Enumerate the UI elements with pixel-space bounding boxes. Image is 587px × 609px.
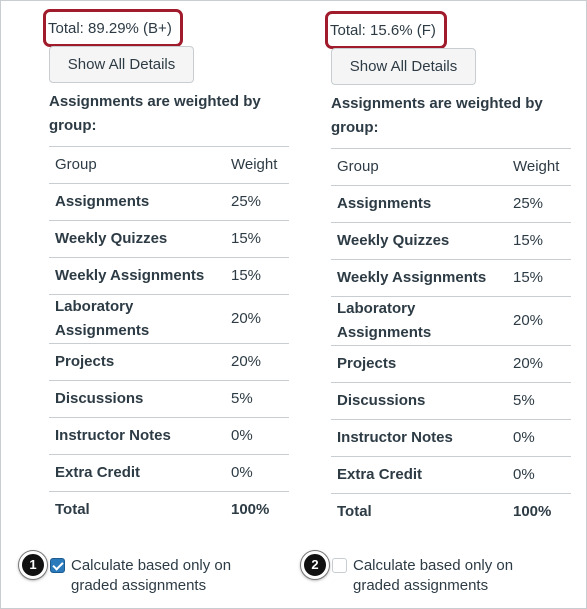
group-name: Instructor Notes <box>331 419 507 457</box>
grade-summary-panel-left: Total: 89.29% (B+) Show All Details Assi… <box>43 1 319 609</box>
table-row: Laboratory Assignments 20% <box>331 296 571 346</box>
group-name: Weekly Quizzes <box>49 220 225 258</box>
group-weight: 0% <box>507 456 571 494</box>
table-total-row: Total 100% <box>49 492 289 529</box>
table-row: Weekly Quizzes 15% <box>331 222 571 260</box>
group-weight: 5% <box>225 380 289 418</box>
group-name: Projects <box>49 343 225 381</box>
weighted-by-group-label: Assignments are weighted by group: <box>49 93 261 134</box>
table-row: Extra Credit 0% <box>331 456 571 494</box>
calculate-graded-only-label[interactable]: Calculate based only on graded assignmen… <box>353 557 514 594</box>
show-all-details-button[interactable]: Show All Details <box>49 46 194 83</box>
group-name: Weekly Assignments <box>49 257 225 295</box>
group-weight: 0% <box>225 417 289 455</box>
group-name: Laboratory Assignments <box>49 294 225 344</box>
group-weight: 15% <box>507 259 571 297</box>
group-name: Extra Credit <box>331 456 507 494</box>
group-weight: 15% <box>225 220 289 258</box>
weighted-by-group-label: Assignments are weighted by group: <box>331 95 543 136</box>
table-row: Instructor Notes 0% <box>331 419 571 457</box>
weight-header: Weight <box>225 146 289 184</box>
group-weight: 5% <box>507 382 571 420</box>
grade-total: Total: 15.6% (F) <box>325 11 447 49</box>
group-name: Projects <box>331 345 507 383</box>
group-name: Assignments <box>331 185 507 223</box>
group-weight: 25% <box>507 185 571 223</box>
total-name: Total <box>337 503 372 521</box>
weight-header: Weight <box>507 148 571 186</box>
table-total-row: Total 100% <box>331 494 571 531</box>
group-weight: 20% <box>507 345 571 383</box>
callout-badge-2: 2 <box>301 551 329 579</box>
grade-total: Total: 89.29% (B+) <box>43 9 183 47</box>
group-weight: 20% <box>507 296 571 346</box>
group-weight: 25% <box>225 183 289 221</box>
table-row: Assignments 25% <box>331 185 571 223</box>
show-all-details-button[interactable]: Show All Details <box>331 48 476 85</box>
table-row: Weekly Assignments 15% <box>331 259 571 297</box>
total-name: Total <box>55 501 90 519</box>
table-row: Assignments 25% <box>49 183 289 221</box>
table-row: Weekly Assignments 15% <box>49 257 289 295</box>
table-row: Projects 20% <box>49 343 289 381</box>
table-row: Weekly Quizzes 15% <box>49 220 289 258</box>
group-name: Discussions <box>331 382 507 420</box>
group-header: Group <box>331 148 507 186</box>
group-weight: 0% <box>225 454 289 492</box>
group-name: Discussions <box>49 380 225 418</box>
calculate-graded-only-label[interactable]: Calculate based only on graded assignmen… <box>71 557 232 594</box>
table-row: Extra Credit 0% <box>49 454 289 492</box>
group-header: Group <box>49 146 225 184</box>
total-weight: 100% <box>513 503 552 521</box>
table-row: Instructor Notes 0% <box>49 417 289 455</box>
table-row: Discussions 5% <box>49 380 289 418</box>
group-name: Extra Credit <box>49 454 225 492</box>
total-weight: 100% <box>231 501 270 519</box>
callout-badge-1: 1 <box>19 551 47 579</box>
group-weight: 0% <box>507 419 571 457</box>
table-row: Laboratory Assignments 20% <box>49 294 289 344</box>
group-weights-table: Group Weight Assignments 25% Weekly Quiz… <box>331 148 571 531</box>
group-weights-table: Group Weight Assignments 25% Weekly Quiz… <box>49 146 289 529</box>
table-row: Projects 20% <box>331 345 571 383</box>
group-name: Instructor Notes <box>49 417 225 455</box>
group-name: Weekly Assignments <box>331 259 507 297</box>
group-name: Assignments <box>49 183 225 221</box>
group-weight: 20% <box>225 343 289 381</box>
table-header-row: Group Weight <box>49 146 289 184</box>
group-name: Laboratory Assignments <box>331 296 507 346</box>
checkbox-checked-icon[interactable] <box>50 558 65 573</box>
group-name: Weekly Quizzes <box>331 222 507 260</box>
group-weight: 15% <box>507 222 571 260</box>
group-weight: 20% <box>225 294 289 344</box>
group-weight: 15% <box>225 257 289 295</box>
grade-summary-panel-right: Total: 15.6% (F) Show All Details Assign… <box>325 1 587 609</box>
table-row: Discussions 5% <box>331 382 571 420</box>
checkbox-unchecked-icon[interactable] <box>332 558 347 573</box>
table-header-row: Group Weight <box>331 148 571 186</box>
